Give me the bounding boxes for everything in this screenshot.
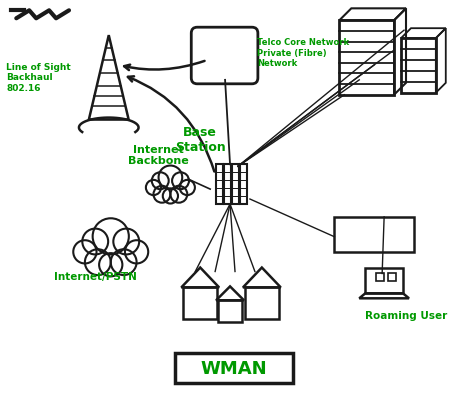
- Text: Internet/PSTN: Internet/PSTN: [55, 272, 137, 282]
- Text: Base
Station: Base Station: [175, 126, 226, 154]
- Text: Telco Core Network
Private (Fibre)
Network: Telco Core Network Private (Fibre) Netwo…: [257, 38, 349, 68]
- Text: Roaming User: Roaming User: [365, 310, 447, 320]
- Text: Line of Sight
Backhaul
802.16: Line of Sight Backhaul 802.16: [6, 63, 71, 93]
- Text: WMAN: WMAN: [201, 359, 267, 377]
- Text: Internet
Backbone: Internet Backbone: [128, 144, 189, 166]
